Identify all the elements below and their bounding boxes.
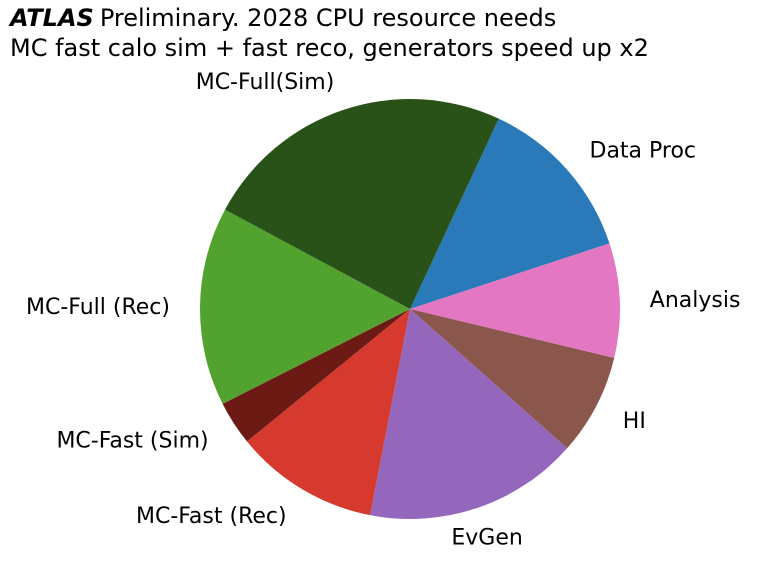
- slice-label-evgen: EvGen: [451, 525, 522, 550]
- pie-slice-mc-fast-sim: [222, 309, 410, 442]
- slice-label-mc-full-sim: MC-Full(Sim): [196, 70, 335, 95]
- pie-slice-analysis: [410, 243, 620, 358]
- slice-label-mc-full-rec: MC-Full (Rec): [26, 295, 170, 320]
- pie-slice-mc-full-rec: [200, 209, 410, 404]
- pie-slice-hi: [410, 309, 615, 449]
- pie-slice-mc-full-sim: [225, 99, 499, 309]
- slice-label-analysis: Analysis: [650, 288, 741, 313]
- chart-subtitle: MC fast calo sim + fast reco, generators…: [10, 34, 649, 62]
- title-text: Preliminary. 2028 CPU resource needs: [99, 4, 557, 32]
- pie-slice-data-proc: [410, 118, 610, 310]
- slice-label-mc-fast-sim: MC-Fast (Sim): [56, 429, 208, 454]
- pie-slice-evgen: [370, 309, 568, 519]
- slice-label-mc-fast-rec: MC-Fast (Rec): [136, 504, 287, 529]
- slice-label-data-proc: Data Proc: [590, 139, 697, 164]
- chart-title: ATLAS Preliminary. 2028 CPU resource need…: [10, 4, 556, 32]
- slice-label-hi: HI: [623, 409, 646, 434]
- pie-slice-mc-fast-rec: [246, 309, 410, 516]
- experiment-label: ATLAS: [10, 4, 94, 32]
